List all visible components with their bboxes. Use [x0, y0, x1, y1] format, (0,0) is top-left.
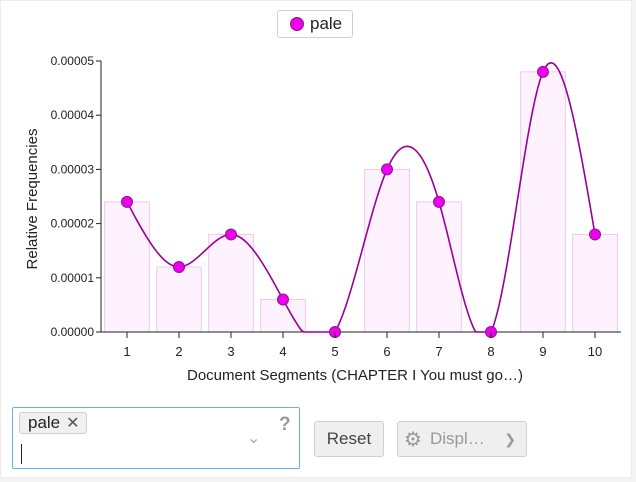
trend-line: [126, 61, 596, 333]
display-button-label: Displ…: [429, 429, 485, 448]
x-tick-label: 7: [435, 344, 442, 359]
x-tick-label: 1: [123, 344, 130, 359]
x-tick-label: 6: [383, 344, 390, 359]
y-tick-label: 0.00000: [51, 325, 95, 339]
help-icon[interactable]: ?: [279, 414, 291, 435]
chevron-down-icon[interactable]: ⌄: [247, 430, 261, 447]
x-tick-label: 4: [279, 344, 286, 359]
x-tick-label: 9: [539, 344, 546, 359]
chevron-down-icon: ❯: [504, 430, 516, 447]
x-tick-label: 2: [175, 344, 182, 359]
bar-2: [156, 266, 202, 333]
x-tick-label: 10: [588, 344, 602, 359]
display-button[interactable]: ⚙ Displ… ❯: [397, 421, 527, 457]
legend-swatch: [290, 17, 304, 31]
legend[interactable]: pale: [277, 10, 354, 38]
data-point-2[interactable]: [173, 260, 185, 273]
y-tick-label: 0.00003: [51, 162, 95, 176]
bar-6: [364, 168, 410, 333]
data-point-6[interactable]: [381, 163, 393, 176]
legend-label: pale: [310, 14, 343, 33]
data-point-1[interactable]: [121, 195, 133, 208]
y-tick-label: 0.00002: [51, 217, 95, 231]
x-tick-label: 3: [227, 344, 234, 359]
term-selector[interactable]: pale ✕ ⌄ ?: [12, 407, 300, 469]
remove-term-icon[interactable]: ✕: [66, 415, 80, 432]
chart: 0.00000 0.00001 0.00002 0.00003 0.00004 0.000…: [24, 54, 621, 384]
y-tick-label: 0.00001: [51, 271, 95, 285]
term-input[interactable]: [21, 444, 224, 464]
bar-1: [104, 201, 150, 333]
data-point-7[interactable]: [433, 195, 445, 208]
data-point-3[interactable]: [225, 228, 237, 241]
gear-icon: ⚙: [404, 428, 422, 451]
term-chip: pale ✕: [19, 412, 87, 434]
y-tick-label: 0.00004: [51, 108, 95, 122]
reset-button[interactable]: Reset: [314, 421, 384, 457]
x-tick-label: 5: [331, 344, 338, 359]
y-axis-label: Relative Frequencies: [24, 129, 41, 270]
data-point-10[interactable]: [589, 228, 601, 241]
x-axis-label: Document Segments (CHAPTER I You must go…: [187, 367, 523, 384]
data-point-4[interactable]: [277, 293, 289, 306]
bar-10: [572, 233, 618, 333]
data-point-9[interactable]: [537, 65, 549, 78]
bar-9: [520, 71, 566, 333]
term-chip-label: pale: [28, 413, 61, 432]
bar-3: [208, 233, 254, 333]
x-tick-label: 8: [487, 344, 494, 359]
y-tick-label: 0.00005: [51, 54, 95, 68]
